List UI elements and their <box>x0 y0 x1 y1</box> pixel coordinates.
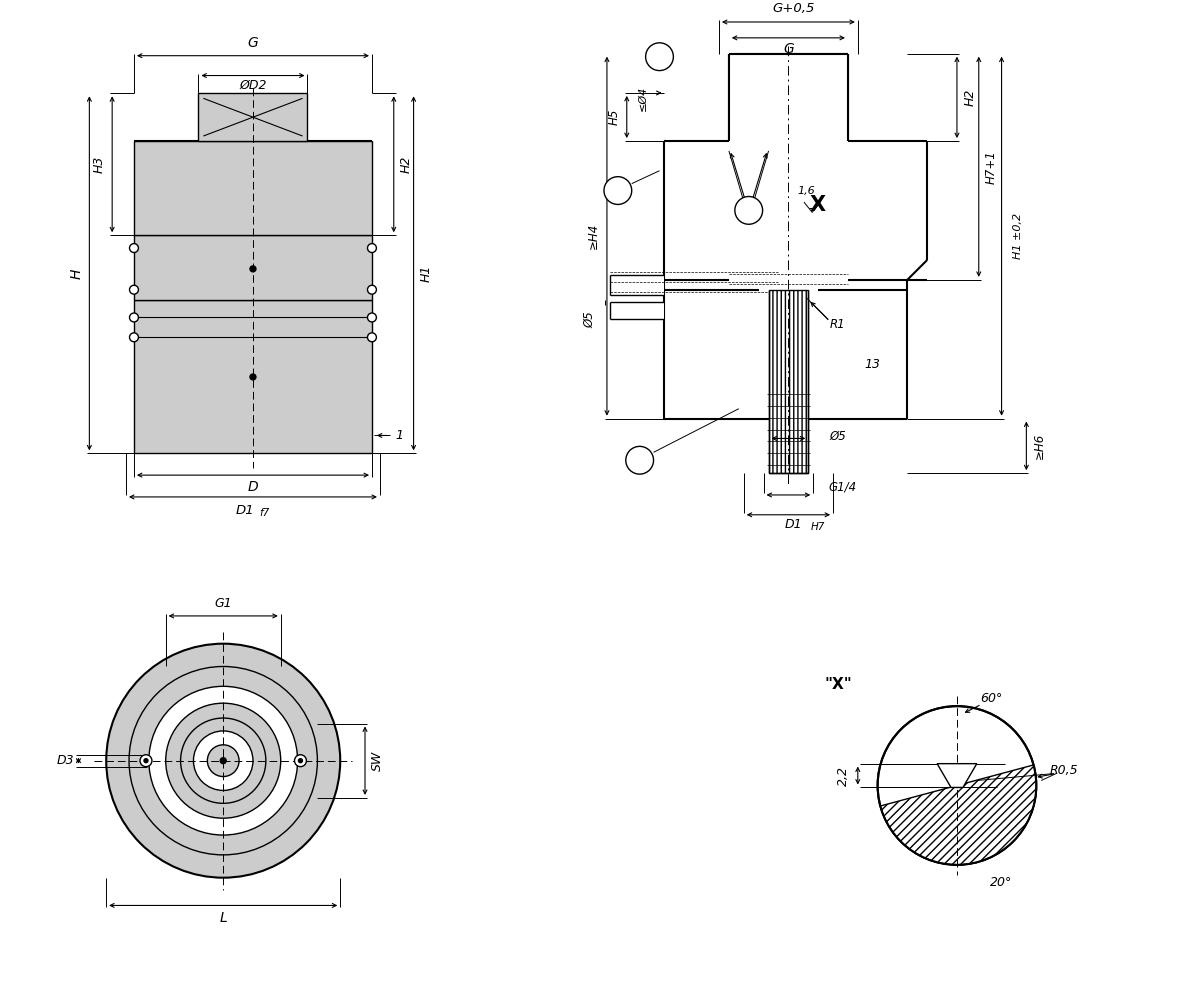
Circle shape <box>140 755 152 767</box>
Text: G1/4: G1/4 <box>829 480 857 493</box>
Text: 13: 13 <box>865 358 881 371</box>
Bar <box>665 289 758 419</box>
Circle shape <box>208 745 239 777</box>
Text: Ø5: Ø5 <box>583 312 596 328</box>
Text: X: X <box>810 195 827 215</box>
Text: ØD2: ØD2 <box>239 79 266 91</box>
Text: G: G <box>784 42 793 55</box>
Circle shape <box>294 755 306 767</box>
Text: 3: 3 <box>636 453 643 466</box>
Text: H2: H2 <box>964 88 977 107</box>
Text: 20°: 20° <box>990 876 1013 889</box>
Circle shape <box>250 266 256 272</box>
Circle shape <box>130 333 138 342</box>
Text: G1: G1 <box>215 597 232 609</box>
Circle shape <box>130 666 318 855</box>
Text: G: G <box>247 36 258 50</box>
Polygon shape <box>881 765 1037 864</box>
Bar <box>848 141 928 279</box>
Text: "X": "X" <box>824 676 852 691</box>
Text: 1: 1 <box>396 429 403 442</box>
Text: ≥H6: ≥H6 <box>1033 433 1045 459</box>
Text: Ø5: Ø5 <box>829 430 846 443</box>
Circle shape <box>734 197 763 224</box>
Polygon shape <box>937 764 977 788</box>
Text: ≥H4: ≥H4 <box>587 223 600 249</box>
Text: 60°: 60° <box>980 691 1003 705</box>
Text: H: H <box>70 268 84 278</box>
Text: D1: D1 <box>235 505 254 518</box>
Circle shape <box>367 313 377 322</box>
Bar <box>198 93 307 141</box>
Circle shape <box>221 758 226 764</box>
Circle shape <box>604 177 631 204</box>
Text: ≤Ø4: ≤Ø4 <box>637 85 648 111</box>
Bar <box>665 141 731 279</box>
Text: 2,2: 2,2 <box>838 766 851 786</box>
Text: 4: 4 <box>745 204 752 217</box>
Circle shape <box>625 446 654 474</box>
Circle shape <box>130 285 138 294</box>
Circle shape <box>367 243 377 252</box>
Text: H7+1: H7+1 <box>985 150 998 184</box>
Circle shape <box>367 285 377 294</box>
Circle shape <box>299 759 302 763</box>
Text: D: D <box>247 480 258 494</box>
Circle shape <box>367 333 377 342</box>
Circle shape <box>180 718 266 803</box>
Circle shape <box>130 243 138 252</box>
Bar <box>768 289 809 473</box>
Text: G+0,5: G+0,5 <box>772 2 815 15</box>
Circle shape <box>149 686 298 835</box>
Text: D3: D3 <box>56 754 74 767</box>
Bar <box>134 299 372 453</box>
Text: H1 ±0,2: H1 ±0,2 <box>1014 213 1024 259</box>
Text: D1: D1 <box>785 519 802 532</box>
Text: 1: 1 <box>655 50 664 63</box>
Text: 2: 2 <box>614 184 622 197</box>
Bar <box>610 274 665 294</box>
Text: f7: f7 <box>259 508 270 518</box>
Circle shape <box>144 759 148 763</box>
Bar <box>134 141 372 235</box>
Text: L: L <box>220 912 227 926</box>
Text: H7: H7 <box>811 522 826 532</box>
Circle shape <box>250 374 256 380</box>
Text: SW: SW <box>371 751 384 771</box>
Circle shape <box>130 313 138 322</box>
Bar <box>818 289 928 419</box>
Text: H3: H3 <box>92 156 106 173</box>
Circle shape <box>107 643 341 877</box>
Bar <box>610 302 665 320</box>
Text: H2: H2 <box>400 156 413 173</box>
Circle shape <box>193 731 253 790</box>
Circle shape <box>166 704 281 818</box>
Text: R1: R1 <box>830 318 846 331</box>
Text: 1,6: 1,6 <box>797 186 815 196</box>
Circle shape <box>877 707 1037 864</box>
Text: R0,5: R0,5 <box>1050 764 1079 777</box>
Bar <box>728 53 786 141</box>
Text: H5: H5 <box>607 109 620 126</box>
Text: H1: H1 <box>420 264 433 282</box>
Circle shape <box>646 43 673 70</box>
Bar <box>134 235 372 299</box>
Bar <box>791 53 848 141</box>
